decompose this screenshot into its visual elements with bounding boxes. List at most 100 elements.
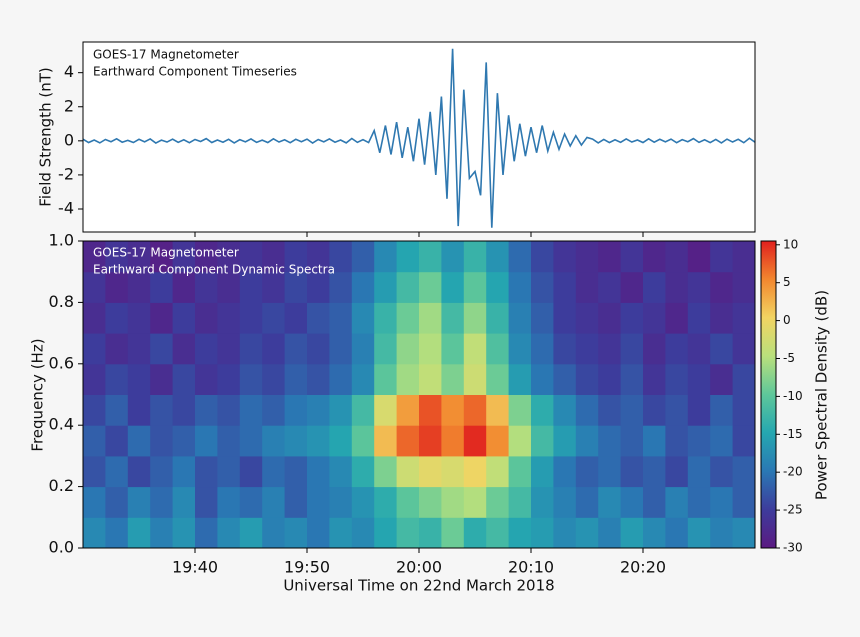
y-tick-label: 2	[64, 96, 74, 115]
heat-cell	[83, 333, 106, 365]
heat-cell	[172, 455, 196, 488]
heat-cell	[307, 271, 330, 303]
heat-cell	[463, 486, 487, 518]
heat-cell	[665, 333, 689, 365]
top-subtitle: Earthward Component Timeseries	[93, 65, 297, 79]
heat-cell	[329, 425, 353, 457]
heat-cell	[419, 455, 442, 488]
y-tick-label: 0.4	[49, 415, 74, 434]
heat-cell	[172, 271, 196, 303]
heat-cell	[195, 241, 218, 273]
heat-cell	[284, 241, 308, 273]
heat-cell	[172, 394, 196, 426]
colorbar-tick-label: -20	[783, 465, 803, 479]
heat-cell	[575, 425, 599, 457]
heat-cell	[687, 455, 711, 488]
heat-cell	[172, 363, 196, 395]
heat-cell	[374, 394, 398, 426]
heat-cell	[195, 517, 218, 549]
heat-cell	[575, 302, 599, 334]
heat-cell	[374, 302, 398, 334]
heat-cell	[643, 455, 666, 488]
heat-cell	[643, 517, 666, 549]
heat-cell	[329, 302, 353, 334]
y-tick-label: -2	[58, 164, 74, 183]
heat-cell	[620, 241, 644, 273]
heat-cell	[598, 486, 622, 518]
heat-cell	[351, 394, 375, 426]
heat-cell	[463, 394, 487, 426]
heat-cell	[374, 455, 398, 488]
heat-cell	[598, 394, 622, 426]
heat-cell	[710, 455, 734, 488]
heatmap	[83, 241, 756, 549]
heat-cell	[239, 486, 263, 518]
heat-cell	[575, 486, 599, 518]
heat-cell	[531, 425, 554, 457]
heat-cell	[217, 333, 241, 365]
heat-cell	[351, 363, 375, 395]
heat-cell	[665, 241, 689, 273]
heat-cell	[531, 455, 554, 488]
heat-cell	[262, 302, 286, 334]
heat-cell	[105, 517, 129, 549]
heat-cell	[396, 486, 420, 518]
heat-cell	[239, 425, 263, 457]
heat-cell	[217, 302, 241, 334]
heat-cell	[463, 241, 487, 273]
heat-cell	[486, 302, 510, 334]
heat-cell	[463, 302, 487, 334]
heat-cell	[419, 302, 442, 334]
heat-cell	[374, 486, 398, 518]
heat-cell	[508, 271, 532, 303]
heat-cell	[508, 425, 532, 457]
heat-cell	[463, 425, 487, 457]
heat-cell	[262, 363, 286, 395]
heat-cell	[531, 302, 554, 334]
heat-cell	[419, 394, 442, 426]
heat-cell	[127, 271, 151, 303]
heat-cell	[83, 486, 106, 518]
heat-cell	[127, 517, 151, 549]
heat-cell	[105, 271, 129, 303]
heat-cell	[486, 241, 510, 273]
heat-cell	[396, 241, 420, 273]
heat-cell	[150, 241, 174, 273]
heat-cell	[150, 394, 174, 426]
heat-cell	[441, 455, 465, 488]
heat-cell	[127, 302, 151, 334]
heat-cell	[508, 363, 532, 395]
heat-cell	[307, 363, 330, 395]
heat-cell	[105, 486, 129, 518]
heat-cell	[665, 363, 689, 395]
top-plot-area	[83, 42, 755, 232]
heat-cell	[307, 517, 330, 549]
heat-cell	[665, 517, 689, 549]
heat-cell	[262, 517, 286, 549]
heat-cell	[172, 425, 196, 457]
heat-cell	[195, 394, 218, 426]
top-title: GOES-17 Magnetometer	[93, 48, 239, 62]
heat-cell	[531, 394, 554, 426]
heat-cell	[710, 302, 734, 334]
heat-cell	[150, 333, 174, 365]
heat-cell	[575, 455, 599, 488]
heat-cell	[217, 271, 241, 303]
heat-cell	[195, 486, 218, 518]
heat-cell	[351, 302, 375, 334]
heat-cell	[172, 302, 196, 334]
heat-cell	[329, 241, 353, 273]
heat-cell	[172, 486, 196, 518]
colorbar-tick-label: -15	[783, 427, 803, 441]
heat-cell	[441, 486, 465, 518]
heat-cell	[665, 455, 689, 488]
x-tick-label: 19:40	[172, 558, 218, 577]
heat-cell	[329, 486, 353, 518]
heat-cell	[307, 455, 330, 488]
heat-cell	[486, 455, 510, 488]
heat-cell	[195, 302, 218, 334]
heat-cell	[620, 425, 644, 457]
heat-cell	[329, 517, 353, 549]
